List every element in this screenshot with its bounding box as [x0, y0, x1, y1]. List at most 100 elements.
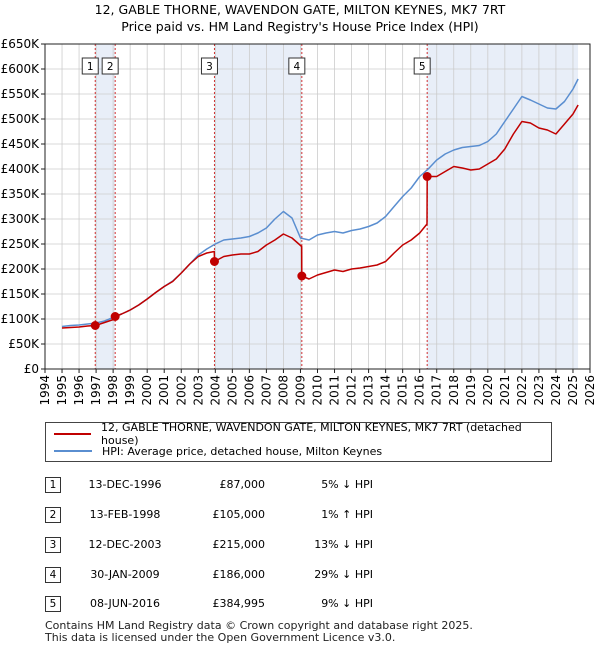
- sale-number: 5: [45, 596, 61, 612]
- sale-point: [297, 271, 307, 281]
- y-tick-label: £450K: [1, 137, 41, 151]
- x-tick-label: 2001: [157, 375, 171, 406]
- sale-marker-box: [200, 57, 218, 75]
- x-tick-label: 2025: [566, 375, 580, 406]
- sale-marker-box: [288, 57, 306, 75]
- x-tick-label: 1997: [89, 375, 103, 406]
- sale-marker-box: [413, 57, 431, 75]
- sale-marker-label: 1: [87, 61, 94, 73]
- sale-hpi-diff: 13% ↓ HPI: [314, 538, 373, 551]
- y-tick-label: £600K: [1, 62, 41, 76]
- sale-price: £186,000: [212, 568, 266, 581]
- x-tick-label: 2007: [259, 375, 273, 406]
- x-tick-label: 2004: [208, 375, 222, 406]
- sale-marker: 5: [413, 57, 431, 75]
- sale-price: £105,000: [212, 508, 266, 521]
- property-price-line: [61, 104, 579, 329]
- x-tick-label: 2014: [379, 375, 393, 406]
- y-tick-label: £400K: [1, 162, 41, 176]
- x-tick-label: 2023: [532, 375, 546, 406]
- y-tick-label: £650K: [1, 37, 41, 51]
- legend-item-property: 12, GABLE THORNE, WAVENDON GATE, MILTON …: [54, 421, 551, 447]
- title-line-1: 12, GABLE THORNE, WAVENDON GATE, MILTON …: [94, 2, 506, 17]
- sale-number: 4: [45, 567, 61, 583]
- sale-hpi-diff: 29% ↓ HPI: [314, 568, 373, 581]
- sale-price: £215,000: [212, 538, 266, 551]
- x-tick-label: 2018: [447, 375, 461, 406]
- x-tick-label: 2016: [413, 375, 427, 406]
- x-tick-label: 2021: [498, 375, 512, 406]
- footer-line-1: Contains HM Land Registry data © Crown c…: [45, 619, 473, 632]
- y-tick-label: £200K: [1, 262, 41, 276]
- y-tick-label: £150K: [1, 287, 41, 301]
- sale-row-1: 1 13-DEC-1996 £87,000 5% ↓ HPI: [45, 477, 385, 495]
- legend-label-hpi: HPI: Average price, detached house, Milt…: [102, 444, 383, 458]
- chart-title: 12, GABLE THORNE, WAVENDON GATE, MILTON …: [0, 0, 600, 35]
- legend-item-hpi: HPI: Average price, detached house, Milt…: [54, 443, 382, 459]
- sale-point: [422, 172, 432, 182]
- sale-point: [209, 257, 219, 266]
- legend-swatch-hpi: [54, 450, 92, 452]
- sale-row-4: 4 30-JAN-2009 £186,000 29% ↓ HPI: [45, 567, 385, 585]
- x-tick-label: 2022: [515, 375, 529, 406]
- y-tick-label: £350K: [1, 187, 41, 201]
- sale-hpi-diff: 5% ↓ HPI: [321, 478, 373, 491]
- sale-marker-label: 5: [419, 61, 426, 73]
- x-tick-label: 2008: [276, 375, 290, 406]
- x-tick-label: 2009: [293, 375, 307, 406]
- sale-marker-box: [101, 57, 119, 75]
- x-tick-label: 1999: [123, 375, 137, 406]
- sale-number: 2: [45, 507, 61, 523]
- x-tick-label: 2015: [396, 375, 410, 406]
- x-tick-label: 2011: [328, 375, 342, 406]
- price-chart: 1 2 3 4 5 £0 £50K £100K £150K £200K £250K £300K £35…: [1, 37, 597, 406]
- x-tick-label: 2012: [345, 375, 359, 406]
- y-tick-label: £50K: [8, 337, 40, 351]
- sale-date: 30-JAN-2009: [90, 568, 160, 581]
- sale-marker-label: 4: [293, 61, 300, 73]
- x-tick-label: 1998: [106, 375, 120, 406]
- title-line-2: Price paid vs. HM Land Registry's House …: [121, 19, 479, 34]
- x-tick-label: 2003: [191, 375, 205, 406]
- sale-point: [90, 321, 100, 330]
- x-tick-label: 1996: [72, 375, 86, 406]
- sale-marker: 4: [288, 57, 306, 75]
- y-tick-label: £100K: [1, 312, 41, 326]
- x-tick-label: 2002: [174, 375, 188, 406]
- y-tick-label: £300K: [1, 212, 41, 226]
- x-tick-label: 2019: [464, 375, 478, 406]
- legend-swatch-property: [54, 433, 92, 435]
- sale-point: [110, 312, 120, 321]
- x-tick-label: 1995: [55, 375, 69, 406]
- x-tick-label: 2010: [311, 375, 325, 406]
- sale-hpi-diff: 9% ↓ HPI: [321, 597, 373, 610]
- sale-date: 12-DEC-2003: [88, 538, 162, 551]
- x-tick-label: 2005: [225, 375, 239, 406]
- sale-date: 08-JUN-2016: [89, 597, 161, 610]
- x-tick-label: 2006: [242, 375, 256, 406]
- sale-row-3: 3 12-DEC-2003 £215,000 13% ↓ HPI: [45, 537, 385, 555]
- x-tick-label: 2017: [430, 375, 444, 406]
- sale-date: 13-FEB-1998: [89, 508, 161, 521]
- sale-hpi-diff: 1% ↑ HPI: [321, 508, 373, 521]
- sale-marker-box: [81, 57, 99, 75]
- sale-marker: 2: [101, 57, 119, 75]
- shaded-period: [214, 44, 302, 369]
- sale-marker: 3: [200, 57, 218, 75]
- y-tick-label: £0: [24, 362, 39, 376]
- sale-price: £384,995: [212, 597, 266, 610]
- sale-number: 3: [45, 537, 61, 553]
- legend: 12, GABLE THORNE, WAVENDON GATE, MILTON …: [45, 421, 552, 462]
- shaded-period: [95, 44, 116, 369]
- sale-number: 1: [45, 477, 61, 493]
- sale-row-5: 5 08-JUN-2016 £384,995 9% ↓ HPI: [45, 596, 385, 614]
- y-tick-label: £250K: [1, 237, 41, 251]
- y-tick-label: £550K: [1, 87, 41, 101]
- x-tick-label: 2026: [583, 375, 597, 406]
- shaded-period: [427, 44, 579, 369]
- sale-price: £87,000: [219, 478, 266, 491]
- sale-marker: 1: [81, 57, 99, 75]
- sale-date: 13-DEC-1996: [88, 478, 162, 491]
- x-tick-label: 1994: [38, 375, 52, 406]
- y-tick-label: £500K: [1, 112, 41, 126]
